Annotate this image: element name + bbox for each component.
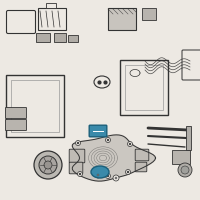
FancyBboxPatch shape — [6, 119, 26, 130]
Circle shape — [115, 177, 117, 179]
Bar — [186, 126, 191, 150]
FancyBboxPatch shape — [135, 162, 147, 172]
Bar — [108, 8, 136, 30]
Bar — [125, 65, 163, 110]
Circle shape — [126, 170, 130, 174]
FancyBboxPatch shape — [6, 108, 26, 118]
Circle shape — [78, 171, 83, 176]
Bar — [46, 3, 56, 8]
Circle shape — [106, 173, 110, 178]
Circle shape — [106, 138, 110, 142]
Bar — [54, 33, 66, 42]
Circle shape — [77, 142, 79, 144]
Circle shape — [95, 172, 101, 178]
Bar — [11, 80, 59, 132]
Bar — [6, 75, 64, 137]
Circle shape — [178, 163, 192, 177]
FancyBboxPatch shape — [69, 162, 83, 174]
Circle shape — [97, 174, 99, 176]
Circle shape — [127, 171, 129, 173]
Circle shape — [107, 175, 109, 177]
Circle shape — [107, 139, 109, 141]
Circle shape — [79, 173, 81, 175]
Circle shape — [34, 151, 62, 179]
Circle shape — [76, 140, 80, 146]
FancyBboxPatch shape — [135, 149, 149, 161]
Circle shape — [44, 161, 52, 169]
Circle shape — [128, 142, 132, 146]
Circle shape — [113, 175, 119, 181]
Ellipse shape — [91, 166, 109, 178]
FancyBboxPatch shape — [69, 149, 85, 163]
Ellipse shape — [94, 76, 110, 88]
Bar — [120, 60, 168, 115]
Bar — [36, 33, 50, 42]
FancyBboxPatch shape — [89, 125, 107, 137]
Polygon shape — [72, 135, 156, 181]
Bar — [38, 8, 66, 30]
Circle shape — [181, 166, 189, 174]
Bar — [142, 8, 156, 20]
Bar — [172, 150, 190, 164]
Bar — [68, 35, 78, 42]
Circle shape — [39, 156, 57, 174]
Circle shape — [129, 143, 131, 145]
